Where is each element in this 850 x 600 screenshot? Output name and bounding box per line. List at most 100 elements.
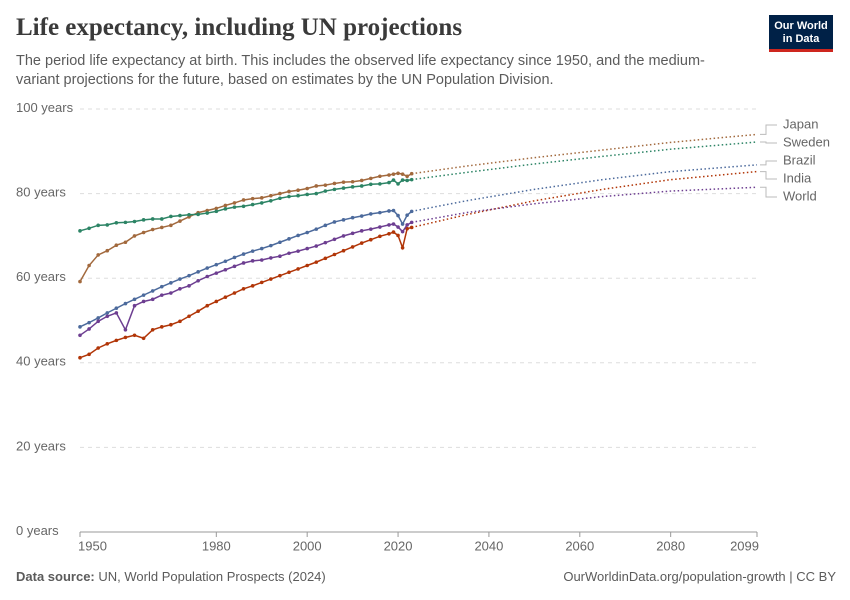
data-point	[296, 193, 300, 198]
data-point	[141, 230, 146, 235]
data-point	[250, 196, 255, 201]
data-point	[96, 316, 100, 320]
data-point	[178, 219, 182, 223]
data-point	[169, 322, 173, 327]
data-point	[287, 251, 291, 256]
data-point	[123, 220, 128, 225]
data-point	[114, 311, 119, 315]
data-point	[223, 267, 228, 272]
data-point	[132, 297, 137, 302]
data-point	[250, 249, 255, 253]
data-point	[323, 223, 328, 228]
data-point	[159, 325, 164, 329]
data-point	[341, 248, 346, 253]
data-point	[278, 196, 282, 201]
data-point	[141, 299, 146, 304]
series-label: World	[783, 188, 817, 203]
data-point	[250, 202, 255, 207]
data-point	[105, 311, 110, 315]
data-point	[323, 189, 328, 193]
data-point	[368, 212, 373, 216]
source-url[interactable]: OurWorldinData.org/population-growth | C…	[563, 569, 836, 584]
data-point	[323, 183, 328, 187]
data-point	[341, 186, 346, 190]
data-point	[278, 273, 282, 278]
data-point	[296, 267, 300, 271]
data-point	[241, 252, 246, 256]
data-point	[196, 278, 200, 283]
data-point	[378, 225, 382, 229]
data-point	[78, 279, 82, 284]
data-point	[105, 341, 110, 346]
data-point	[159, 284, 164, 289]
data-point	[232, 205, 237, 209]
data-point	[368, 227, 373, 231]
data-point	[150, 217, 155, 221]
data-point	[400, 172, 405, 176]
data-point	[359, 184, 364, 188]
data-point	[241, 198, 246, 202]
data-point	[187, 284, 191, 288]
data-point	[378, 174, 382, 179]
projection-line	[411, 170, 758, 229]
data-point	[396, 233, 400, 238]
data-point	[350, 215, 355, 220]
data-point	[287, 194, 291, 199]
data-point	[141, 336, 146, 341]
data-point	[169, 214, 173, 219]
data-point	[405, 226, 409, 231]
data-point	[378, 210, 382, 215]
x-tick-label: 2040	[474, 538, 503, 553]
series-label: Sweden	[783, 134, 830, 149]
data-point	[232, 201, 237, 205]
data-point	[405, 213, 409, 217]
data-point	[87, 263, 91, 268]
data-point	[378, 182, 382, 186]
data-point	[259, 246, 264, 251]
x-tick-label: 2020	[384, 538, 413, 553]
data-point	[400, 245, 405, 250]
data-point	[159, 225, 164, 230]
data-point	[341, 218, 346, 222]
data-point	[205, 274, 210, 279]
data-point	[196, 270, 200, 274]
data-point	[387, 209, 391, 213]
data-point	[400, 222, 405, 226]
series-label: Brazil	[783, 152, 816, 167]
data-point	[350, 179, 355, 184]
data-point	[114, 338, 119, 343]
y-tick-label: 0 years	[16, 523, 59, 538]
data-point	[232, 291, 237, 295]
data-point	[387, 223, 391, 227]
data-point	[141, 293, 146, 297]
source: Data source: UN, World Population Prospe…	[16, 569, 326, 584]
data-point	[114, 306, 119, 311]
x-tick-label: 1950	[78, 538, 107, 553]
data-point	[269, 193, 273, 198]
data-point	[405, 223, 409, 227]
projection-line	[411, 133, 758, 175]
data-point	[396, 225, 400, 229]
x-tick-label: 2099	[730, 538, 759, 553]
x-tick-label: 2000	[293, 538, 322, 553]
data-point	[396, 213, 400, 218]
data-point	[159, 293, 164, 297]
data-point	[396, 182, 400, 186]
label-connector	[760, 160, 777, 166]
data-point	[359, 229, 364, 233]
data-point	[87, 320, 91, 325]
data-point	[332, 220, 337, 224]
data-point	[287, 189, 291, 194]
data-point	[314, 191, 319, 196]
data-point	[196, 212, 200, 217]
data-point	[96, 223, 100, 228]
data-point	[278, 240, 282, 245]
data-point	[150, 297, 155, 302]
series-label: India	[783, 170, 812, 185]
data-point	[123, 335, 128, 340]
label-connector	[760, 171, 777, 180]
data-point	[96, 346, 100, 350]
data-point	[87, 352, 91, 357]
logo[interactable]: Our World in Data	[769, 15, 833, 52]
